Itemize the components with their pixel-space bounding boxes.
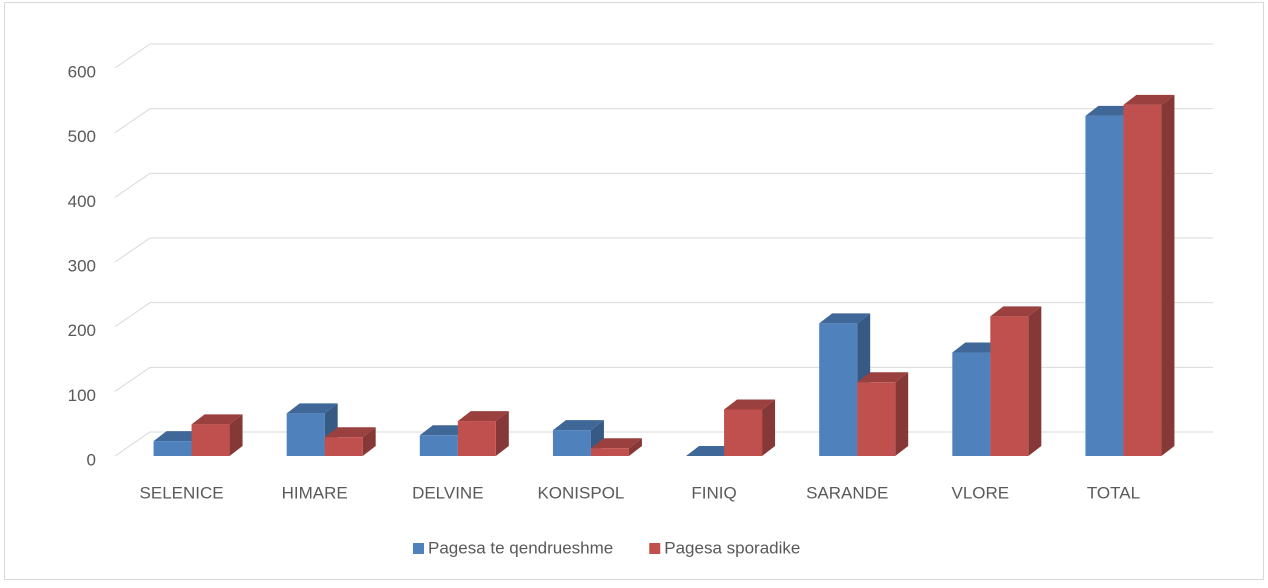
- bar: [324, 437, 363, 456]
- bar-top: [590, 438, 642, 449]
- bar-top: [857, 372, 909, 383]
- bar-top: [457, 411, 509, 422]
- bar: [1085, 115, 1124, 456]
- bar-top: [724, 399, 776, 410]
- bar-side: [1028, 306, 1042, 456]
- bar-side: [495, 411, 509, 456]
- bar-side: [895, 372, 909, 456]
- bar: [191, 424, 230, 456]
- y-tick-label: 500: [68, 127, 96, 146]
- x-tick-label: SARANDE: [806, 483, 888, 502]
- bar: [457, 421, 496, 456]
- grid-line: [114, 172, 1213, 198]
- y-tick-label: 400: [68, 192, 96, 211]
- bar-top: [191, 414, 243, 425]
- bar: [724, 409, 763, 456]
- bar-side: [362, 427, 376, 456]
- bar-side: [229, 414, 243, 456]
- x-tick-label: VLORE: [951, 483, 1009, 502]
- bar-top: [286, 403, 338, 414]
- bar-top: [1123, 94, 1175, 105]
- bar-side: [1161, 94, 1175, 457]
- y-tick-label: 300: [68, 256, 96, 275]
- y-tick-label: 0: [87, 450, 96, 469]
- grid-line: [114, 108, 1213, 134]
- bar: [990, 316, 1029, 456]
- bar-top: [552, 420, 604, 431]
- bar: [153, 441, 192, 456]
- y-tick-label: 600: [68, 62, 96, 81]
- bar-side: [762, 399, 776, 456]
- grid-line: [114, 43, 1213, 69]
- x-tick-label: KONISPOL: [537, 483, 624, 502]
- bar: [590, 448, 629, 456]
- bar: [857, 382, 896, 456]
- legend-label: Pagesa te qendrueshme: [428, 538, 613, 557]
- bar-top: [819, 313, 871, 324]
- bar: [286, 413, 325, 456]
- y-tick-label: 200: [68, 321, 96, 340]
- chart-border: [4, 2, 1264, 580]
- bar: [552, 430, 591, 456]
- x-tick-label: FINIQ: [691, 483, 736, 502]
- grid-line: [114, 237, 1213, 263]
- legend-swatch: [413, 543, 424, 554]
- x-tick-label: SELENICE: [140, 483, 224, 502]
- x-tick-label: HIMARE: [282, 483, 348, 502]
- grid-line: [114, 302, 1213, 328]
- bar-top: [990, 306, 1042, 317]
- bar-top: [324, 427, 376, 438]
- legend-swatch: [649, 543, 661, 554]
- x-tick-label: TOTAL: [1087, 483, 1140, 502]
- bar: [1123, 104, 1162, 457]
- x-tick-label: DELVINE: [412, 483, 484, 502]
- bar: [819, 323, 858, 456]
- bar-side: [628, 438, 642, 456]
- bar: [952, 352, 991, 456]
- legend-label: Pagesa sporadike: [664, 538, 800, 557]
- bar: [419, 435, 458, 456]
- y-tick-label: 100: [68, 386, 96, 405]
